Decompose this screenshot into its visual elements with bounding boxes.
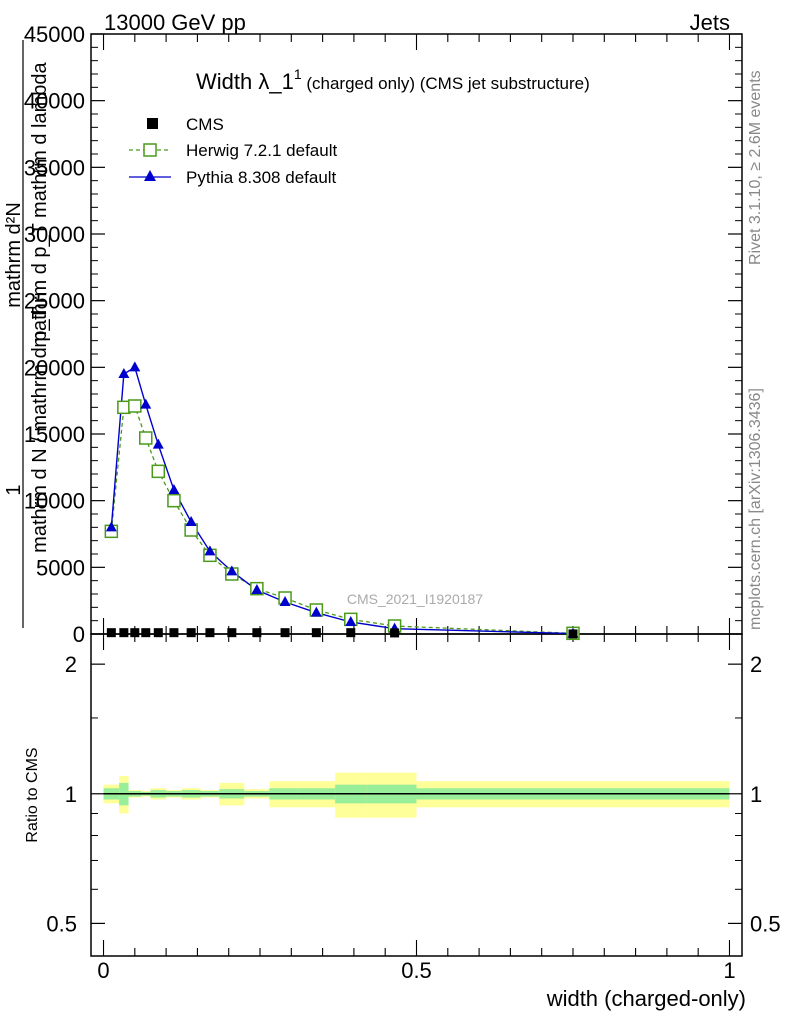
- herwig-point: [128, 399, 142, 413]
- ratio-tick-label: 0.5: [46, 911, 77, 936]
- upper-tick-label: 25000: [24, 289, 85, 314]
- upper-tick-label: 30000: [24, 222, 85, 247]
- ylabel-prefix-num: 1: [3, 484, 25, 495]
- herwig-line: [110, 405, 574, 634]
- legend-cms-label: CMS: [186, 115, 224, 134]
- ratio-tick-label-right: 0.5: [750, 911, 781, 936]
- legend: CMS Herwig 7.2.1 default Pythia 8.308 de…: [129, 115, 337, 187]
- cms-point: [346, 628, 356, 638]
- pythia-point: [226, 565, 238, 576]
- pythia-point: [118, 368, 130, 378]
- cms-point: [311, 628, 321, 638]
- x-tick-label: 0.5: [401, 958, 432, 983]
- analysis-watermark: CMS_2021_I1920187: [347, 591, 483, 607]
- upper-tick-label: 35000: [24, 155, 85, 180]
- pythia-point: [129, 361, 141, 372]
- x-tick-label: 0: [97, 958, 109, 983]
- ratio-ylabel: Ratio to CMS: [24, 747, 41, 842]
- pythia-point: [310, 606, 322, 617]
- ylabel-den: mathrm d p_T mathrm d lambda: [29, 61, 51, 347]
- ratio-bands: [103, 772, 730, 818]
- cms-point: [205, 628, 215, 638]
- upper-tick-label: 20000: [24, 355, 85, 380]
- upper-title: Width λ_11 (charged only) (CMS jet subst…: [196, 66, 590, 94]
- upper-tick-label: 45000: [24, 22, 85, 47]
- ylabel-num: mathrm d²N: [3, 202, 25, 308]
- cms-point: [186, 628, 196, 638]
- pythia-point: [204, 545, 216, 556]
- pythia-point: [279, 596, 291, 606]
- upper-tick-label: 5000: [36, 555, 85, 580]
- x-axis-label: width (charged-only): [546, 986, 746, 1011]
- herwig-point: [117, 400, 131, 415]
- x-tick-label: 1: [723, 958, 735, 983]
- pythia-point: [140, 398, 152, 409]
- pythia-point: [105, 521, 117, 532]
- upper-tick-label: 0: [73, 622, 85, 647]
- cms-point: [390, 628, 400, 638]
- title-main: Width λ_1: [196, 69, 294, 94]
- cms-point: [119, 628, 129, 638]
- ratio-axis-ticks: 0.5 0.5 1 1 2 2: [46, 652, 780, 936]
- header-left: 13000 GeV pp: [104, 10, 246, 35]
- pythia-point: [251, 584, 263, 594]
- x-axis-ticks: 0 0.5 1: [97, 34, 736, 983]
- herwig-point: [167, 493, 181, 508]
- pythia-point: [152, 438, 164, 449]
- ratio-tick-label-right: 1: [750, 782, 762, 807]
- herwig-point: [139, 431, 153, 445]
- title-sup: 1: [294, 66, 302, 82]
- upper-tick-label: 15000: [24, 422, 85, 447]
- ratio-tick-label: 1: [65, 782, 77, 807]
- cms-point: [568, 629, 578, 639]
- legend-herwig-marker: [143, 143, 157, 157]
- ratio-tick-label: 2: [65, 652, 77, 677]
- cms-point: [130, 628, 140, 638]
- header-right: Jets: [690, 10, 730, 35]
- cms-point: [106, 628, 116, 638]
- herwig-point: [151, 464, 166, 479]
- upper-tick-label: 40000: [24, 89, 85, 114]
- series-layer: [104, 361, 580, 641]
- legend-herwig-label: Herwig 7.2.1 default: [186, 141, 337, 160]
- title-rest: (charged only) (CMS jet substructure): [302, 74, 590, 93]
- cms-point: [252, 628, 262, 638]
- ratio-tick-label-right: 2: [750, 652, 762, 677]
- upper-axis-ticks: 0 5000 10000 15000 20000 25000 30000 35000 40000…: [24, 22, 742, 647]
- pythia-point: [185, 516, 197, 526]
- cms-point: [227, 628, 237, 638]
- cms-point: [141, 628, 151, 638]
- legend-pythia-marker: [144, 170, 156, 181]
- pythia-point: [345, 616, 357, 626]
- mcplots-label: mcplots.cern.ch [arXiv:1306.3436]: [747, 388, 764, 630]
- upper-tick-label: 10000: [24, 489, 85, 514]
- rivet-label: Rivet 3.1.10, ≥ 2.6M events: [747, 70, 764, 265]
- cms-point: [153, 628, 163, 638]
- legend-cms-marker: [147, 118, 158, 129]
- legend-pythia-label: Pythia 8.308 default: [186, 168, 337, 187]
- upper-ylabel: mathrm d²N mathrm d p_T mathrm d lambda …: [3, 40, 51, 628]
- pythia-point: [168, 484, 180, 494]
- cms-point: [280, 628, 290, 638]
- cms-point: [169, 628, 179, 638]
- ylabel-prefix-den: mathrm d N / mathrm d p_T: [29, 307, 51, 553]
